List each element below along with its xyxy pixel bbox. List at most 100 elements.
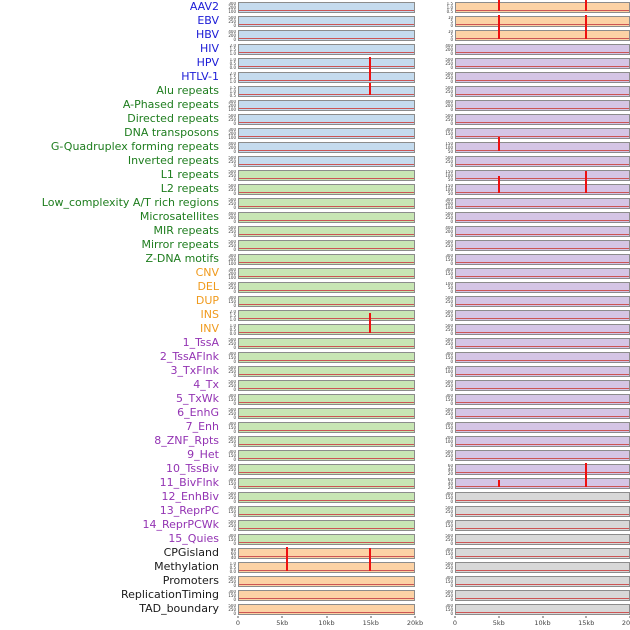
y-tick-label: 50 — [447, 284, 453, 290]
y-tick-label: 200 — [445, 435, 453, 440]
density-panel-left — [238, 295, 415, 307]
signal-baseline — [239, 93, 414, 95]
row-label: HIV — [199, 42, 219, 55]
y-tick-label: 500 — [228, 491, 236, 496]
y-tick-label: 250 — [228, 606, 236, 612]
x-tick-label: 5kb — [492, 619, 505, 627]
signal-baseline — [456, 401, 629, 403]
feature-row: 2_TssAFlnk 300 150 0 300 150 0 — [0, 350, 630, 364]
feature-row: INV 1.0 0.5 0.0 500 250 0 — [0, 312, 630, 336]
density-panel-left — [238, 15, 415, 27]
y-axis-ticks: 500 250 0 — [222, 520, 238, 531]
y-tick-label: 150 — [445, 578, 453, 584]
y-tick-label: 200 — [228, 270, 236, 276]
y-tick-label: 150 — [445, 396, 453, 402]
y-tick-label: 500 — [445, 211, 453, 216]
feature-row: EBV 500 250 0 10 5 0 — [0, 14, 630, 28]
row-label: 13_ReprPC — [159, 504, 219, 517]
y-tick-label: 0 — [450, 512, 453, 517]
y-tick-label: 300 — [445, 351, 453, 356]
y-axis-ticks: 500 250 0 — [439, 534, 455, 545]
density-panel-right — [455, 603, 630, 615]
column-gap — [415, 364, 439, 378]
density-panel-right — [455, 505, 630, 517]
y-tick-label: 0 — [450, 78, 453, 83]
y-axis-ticks: 500 250 0 — [222, 366, 238, 377]
y-tick-label: 300 — [445, 127, 453, 132]
row-label: ReplicationTiming — [120, 588, 219, 601]
signal-baseline — [456, 527, 629, 529]
x-tick-label: 5kb — [276, 619, 289, 627]
feature-row: 15_Quies 300 150 0 500 250 0 — [0, 532, 630, 546]
y-tick-label: 0.0 — [229, 64, 236, 69]
y-tick-label: 100 — [445, 368, 453, 374]
density-panel-left — [238, 169, 415, 181]
y-tick-label: 150 — [445, 354, 453, 360]
y-tick-label: 300 — [228, 253, 236, 258]
signal-baseline — [456, 429, 629, 431]
y-tick-label: 100 — [445, 144, 453, 150]
y-tick-label: 0 — [450, 92, 453, 97]
signal-baseline — [239, 527, 414, 529]
y-tick-label: 100 — [445, 204, 453, 209]
feature-row: HPV 1.0 0.5 0.0 500 250 0 — [0, 56, 630, 70]
row-label: MIR repeats — [153, 224, 219, 237]
y-axis-ticks: 10 5 0 — [439, 30, 455, 41]
peak-spike — [498, 0, 501, 11]
y-axis-ticks: 300 150 0 — [439, 268, 455, 279]
column-gap — [415, 70, 439, 84]
y-tick-label: 60 — [447, 463, 453, 468]
density-panel-right — [455, 197, 630, 209]
y-tick-label: 150 — [445, 141, 453, 146]
column-gap — [415, 126, 439, 140]
y-tick-label: 200 — [228, 256, 236, 262]
y-tick-label: 500 — [445, 309, 453, 314]
y-tick-label: 40 — [447, 480, 453, 486]
y-tick-label: 5 — [450, 32, 453, 38]
y-axis-ticks: 500 250 0 — [222, 184, 238, 195]
y-tick-label: 0 — [233, 288, 236, 293]
y-axis-ticks: 500 250 0 — [439, 590, 455, 601]
density-panel-right — [455, 170, 630, 195]
y-tick-label: 0 — [233, 414, 236, 419]
y-tick-label: 250 — [228, 368, 236, 374]
y-axis-ticks: 500 250 0 — [439, 58, 455, 69]
x-tick-mark — [542, 616, 543, 618]
y-tick-label: 500 — [228, 169, 236, 174]
y-tick-label: 0 — [450, 554, 453, 559]
y-tick-label: 250 — [228, 494, 236, 500]
column-gap — [415, 252, 439, 266]
y-tick-label: 250 — [445, 60, 453, 66]
signal-baseline — [239, 429, 414, 431]
y-tick-label: 0 — [450, 106, 453, 111]
y-tick-label: 500 — [228, 281, 236, 286]
y-tick-label: 250 — [228, 18, 236, 24]
y-tick-label: 200 — [228, 4, 236, 10]
density-panel-left — [238, 127, 415, 139]
y-axis-ticks: 400 200 0 — [439, 226, 455, 237]
signal-baseline — [456, 373, 629, 375]
y-tick-label: 0 — [450, 260, 453, 265]
signal-baseline — [239, 191, 414, 193]
y-axis-ticks: 3002001000 — [222, 268, 238, 279]
y-tick-label: 100 — [445, 172, 453, 178]
y-tick-label: 0 — [233, 232, 236, 237]
x-tick-mark — [454, 616, 456, 618]
y-tick-label: 150 — [445, 130, 453, 136]
y-axis-ticks: 500 250 0 — [439, 324, 455, 335]
signal-baseline — [239, 177, 414, 179]
y-tick-label: 0 — [450, 316, 453, 321]
y-tick-label: 500 — [445, 295, 453, 300]
feature-row: 5_TxWk 300 150 0 300 150 0 — [0, 392, 630, 406]
y-tick-label: 250 — [445, 242, 453, 248]
signal-baseline — [456, 135, 629, 137]
y-tick-label: 250 — [445, 116, 453, 122]
y-axis-ticks: 300 150 0 — [222, 450, 238, 461]
column-gap — [415, 14, 439, 28]
y-axis-ticks: 500 250 0 — [439, 212, 455, 223]
feature-row: 11_BivFlnk30015006040200 — [0, 462, 630, 490]
row-label: Directed repeats — [127, 112, 219, 125]
y-tick-label: 500 — [445, 85, 453, 90]
row-label: HPV — [196, 56, 219, 69]
x-axis-right-panel: 0 5kb 10kb 15kb 20kb — [453, 616, 630, 630]
